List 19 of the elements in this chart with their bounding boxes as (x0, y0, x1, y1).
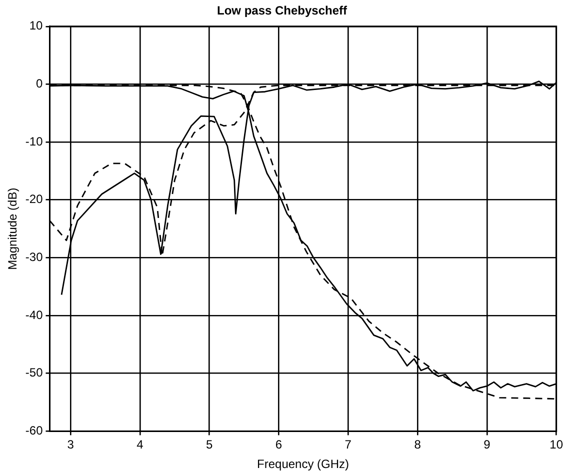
y-tick-label: -50 (25, 366, 44, 380)
y-tick-label: -20 (25, 192, 44, 206)
y-tick-label: -30 (25, 250, 44, 264)
y-axis-title: Magnitude (dB) (6, 188, 20, 270)
y-tick-label: 10 (29, 18, 44, 33)
x-tick-label: 5 (206, 438, 214, 452)
chart-title: Low pass Chebyscheff (216, 4, 348, 18)
x-tick-label: 3 (67, 438, 74, 452)
x-tick-label: 6 (275, 438, 282, 452)
x-axis-title: Frequency (GHz) (257, 457, 350, 472)
x-tick-label: 4 (136, 438, 144, 452)
x-tick-label: 8 (414, 438, 422, 452)
x-tick-label: 7 (344, 438, 352, 452)
y-tick-label: -10 (25, 134, 44, 148)
x-tick-label: 9 (484, 438, 491, 452)
y-tick-label: -40 (25, 308, 44, 322)
y-tick-label: 0 (36, 76, 44, 91)
y-tick-label: -60 (25, 424, 44, 438)
x-tick-label: 10 (550, 438, 564, 452)
